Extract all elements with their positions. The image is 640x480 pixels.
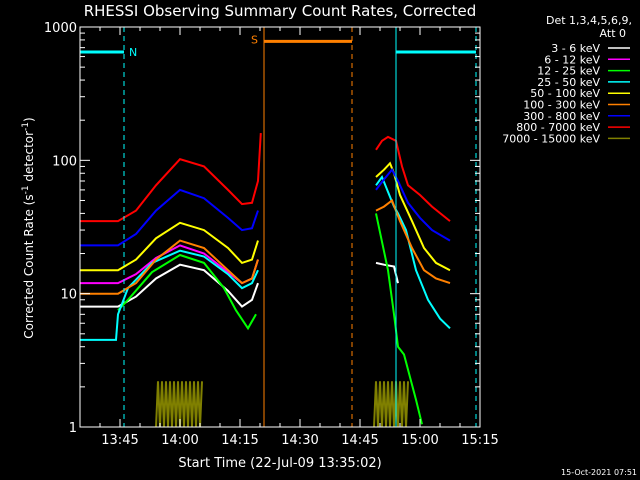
series-7-segment-2	[375, 167, 451, 242]
series-3-segment-1	[117, 253, 257, 331]
legend-label-8: 800 - 7000 keV	[516, 121, 600, 134]
legend-label-3: 12 - 25 keV	[537, 65, 600, 78]
series-4-segment-1	[80, 249, 259, 341]
legend-label-6: 100 - 300 keV	[523, 99, 600, 112]
x-tick-label: 14:15	[221, 433, 258, 448]
legend-label-2: 6 - 12 keV	[544, 53, 600, 66]
x-tick-label: 15:15	[461, 433, 498, 448]
series-7-segment-1	[80, 188, 259, 247]
series-9-segment-1	[155, 381, 203, 427]
chart-title: RHESSI Observing Summary Count Rates, Co…	[84, 2, 477, 20]
y-tick-label: 100	[52, 154, 77, 169]
series-3-segment-2	[375, 213, 423, 425]
x-axis: 13:45 14:00 14:15 14:30 14:45 15:00 15:15	[99, 27, 499, 448]
series-8-segment-1	[80, 133, 262, 223]
x-tick-label: 14:45	[341, 433, 378, 448]
series-9-segment-2	[373, 381, 409, 427]
timestamp: 15-Oct-2021 07:51	[561, 468, 637, 477]
series-4-segment-2	[375, 174, 451, 330]
legend-header-line-1: Det 1,3,4,5,6,9,	[546, 14, 632, 27]
x-tick-label: 14:00	[161, 433, 198, 448]
series-6-segment-2	[375, 198, 451, 285]
y-tick-label: 1000	[44, 21, 77, 36]
y-axis-label: Corrected Count Rate (s-1 detector-1)	[21, 117, 36, 338]
series-5-segment-2	[375, 161, 451, 272]
y-axis: 1 10 100 1000	[44, 21, 480, 436]
interval-label-s: S	[251, 33, 258, 46]
x-tick-label: 13:45	[101, 433, 138, 448]
legend-label-7: 300 - 800 keV	[523, 110, 600, 123]
plot-area: NS	[80, 27, 477, 427]
y-tick-label: 1	[69, 421, 77, 436]
legend-label-9: 7000 - 15000 keV	[502, 132, 600, 145]
series-5-segment-1	[80, 221, 259, 272]
series-6-segment-1	[80, 239, 259, 295]
interval-label-n: N	[129, 46, 137, 59]
legend-header-line-2: Att 0	[600, 27, 626, 40]
x-tick-label: 15:00	[401, 433, 438, 448]
x-tick-label: 14:30	[281, 433, 318, 448]
legend-label-5: 50 - 100 keV	[530, 87, 600, 100]
x-axis-label: Start Time (22-Jul-09 13:35:02)	[178, 456, 381, 471]
legend-label-4: 25 - 50 keV	[537, 76, 600, 89]
legend-label-1: 3 - 6 keV	[551, 42, 600, 55]
series-8-segment-2	[375, 135, 451, 222]
y-tick-label: 10	[60, 288, 77, 303]
